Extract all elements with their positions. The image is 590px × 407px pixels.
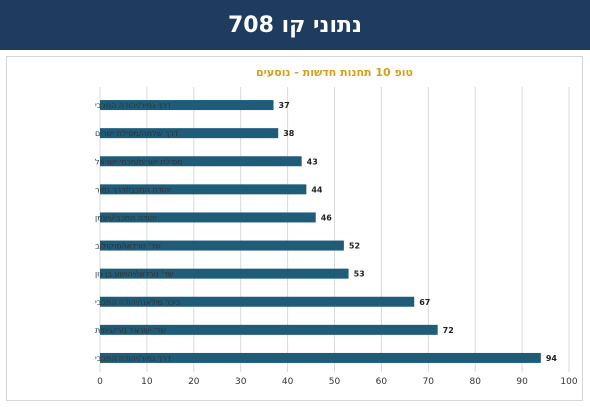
x-tick-label: 40 (282, 377, 294, 387)
bar (100, 184, 307, 195)
category-label: כיכר מילאנו/יהודה המכבי (95, 298, 180, 307)
x-tick-label: 10 (141, 377, 153, 387)
category-label: דרך נמיר/יהודה המכבי (95, 101, 172, 110)
bar (100, 100, 274, 111)
category-label: דרך נמיר/יהודה המכבי (95, 354, 172, 363)
x-tick-label: 50 (329, 377, 341, 387)
value-label: 37 (279, 101, 290, 110)
value-label: 46 (321, 213, 333, 222)
bar (100, 240, 344, 251)
chart-title: טופ 10 תחנות חדשות - נוסעים (256, 66, 413, 79)
x-tick-labels: 0 10 20 30 40 50 60 70 80 90 100 (97, 377, 578, 387)
x-tick-label: 80 (469, 377, 481, 387)
x-tick-label: 0 (97, 377, 103, 387)
category-label: מסילת ישרים/חכמי ישראל (95, 157, 183, 166)
x-tick-label: 70 (423, 377, 435, 387)
x-tick-label: 60 (376, 377, 388, 387)
x-tick-label: 20 (188, 377, 200, 387)
category-labels: דרך נמיר/יהודה המכבי דרך שלמה/מסילת ישרים… (95, 101, 183, 363)
page-title: נתוני קו 708 (227, 12, 362, 38)
x-tick-label: 30 (235, 377, 247, 387)
value-label: 43 (307, 157, 318, 166)
category-label: שד' ישראל גורי/גיתית (95, 326, 166, 335)
category-label: יהודה המכבי/דרך נמיר (95, 185, 171, 194)
bar (100, 212, 316, 223)
header-banner: נתוני קו 708 (0, 0, 590, 50)
value-label: 52 (349, 242, 360, 251)
bar (100, 352, 541, 363)
value-label: 67 (419, 298, 430, 307)
value-label: 53 (354, 270, 365, 279)
chart-card: טופ 10 תחנות חדשות - נוסעים דרך נמיר/יהו… (6, 56, 583, 401)
value-label: 94 (546, 354, 558, 363)
bar (100, 128, 279, 139)
bar (100, 296, 415, 307)
bar (100, 324, 438, 335)
bar-chart: טופ 10 תחנות חדשות - נוסעים דרך נמיר/יהו… (95, 66, 578, 387)
value-label: 44 (311, 185, 323, 194)
category-label: יהודה המכבי/ויצמן (95, 213, 157, 222)
x-tick-label: 90 (516, 377, 528, 387)
value-label: 72 (443, 326, 454, 335)
bar (100, 268, 349, 279)
value-labels: 37 38 43 44 46 52 53 67 72 94 (279, 101, 558, 363)
category-label: שד' נורדאו/סוקולוב (95, 242, 161, 251)
x-tick-label: 100 (560, 377, 577, 387)
category-label: שד' נורדאו/יהושע בן נון (95, 270, 174, 279)
category-label: דרך שלמה/מסילת ישרים (95, 129, 179, 138)
value-label: 38 (283, 129, 295, 138)
bars (100, 100, 541, 363)
bar (100, 156, 302, 167)
